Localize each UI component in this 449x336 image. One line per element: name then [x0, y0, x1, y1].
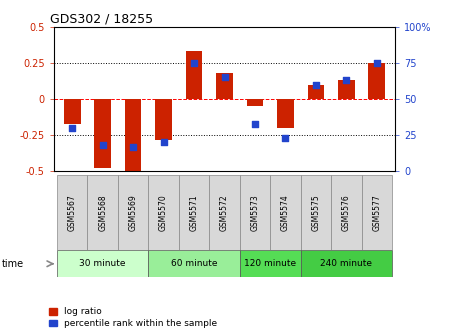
Text: GDS302 / 18255: GDS302 / 18255: [50, 13, 154, 26]
Text: 30 minute: 30 minute: [79, 259, 126, 268]
Bar: [277, 99, 294, 128]
Point: [69, 125, 76, 131]
Bar: [125, 99, 141, 171]
Point: [190, 60, 198, 66]
Text: 240 minute: 240 minute: [321, 259, 372, 268]
Bar: [94, 99, 111, 168]
Text: GSM5568: GSM5568: [98, 194, 107, 231]
Text: GSM5569: GSM5569: [128, 194, 137, 231]
Text: GSM5577: GSM5577: [372, 194, 381, 231]
Point: [129, 144, 136, 150]
Bar: [369, 63, 385, 99]
Bar: [240, 250, 301, 277]
Text: GSM5574: GSM5574: [281, 194, 290, 231]
Point: [221, 75, 228, 80]
Text: GSM5567: GSM5567: [68, 194, 77, 231]
Point: [99, 143, 106, 148]
Bar: [240, 175, 270, 250]
Bar: [209, 175, 240, 250]
Bar: [148, 250, 240, 277]
Text: time: time: [2, 259, 24, 269]
Bar: [118, 175, 148, 250]
Point: [343, 78, 350, 83]
Bar: [301, 250, 392, 277]
Point: [313, 82, 320, 87]
Bar: [338, 80, 355, 99]
Text: GSM5570: GSM5570: [159, 194, 168, 231]
Bar: [308, 85, 324, 99]
Bar: [331, 175, 361, 250]
Text: GSM5571: GSM5571: [189, 194, 198, 231]
Bar: [155, 99, 172, 139]
Text: 120 minute: 120 minute: [244, 259, 296, 268]
Bar: [185, 51, 202, 99]
Point: [160, 140, 167, 145]
Bar: [361, 175, 392, 250]
Text: 60 minute: 60 minute: [171, 259, 217, 268]
Text: GSM5576: GSM5576: [342, 194, 351, 231]
Bar: [57, 175, 88, 250]
Point: [373, 60, 380, 66]
Text: GSM5573: GSM5573: [251, 194, 260, 231]
Bar: [301, 175, 331, 250]
Legend: log ratio, percentile rank within the sample: log ratio, percentile rank within the sa…: [49, 307, 217, 328]
Bar: [247, 99, 264, 106]
Bar: [270, 175, 301, 250]
Bar: [88, 175, 118, 250]
Bar: [216, 73, 233, 99]
Text: GSM5572: GSM5572: [220, 194, 229, 231]
Bar: [64, 99, 80, 124]
Text: GSM5575: GSM5575: [312, 194, 321, 231]
Point: [251, 121, 259, 126]
Bar: [179, 175, 209, 250]
Bar: [148, 175, 179, 250]
Point: [282, 135, 289, 141]
Bar: [57, 250, 148, 277]
